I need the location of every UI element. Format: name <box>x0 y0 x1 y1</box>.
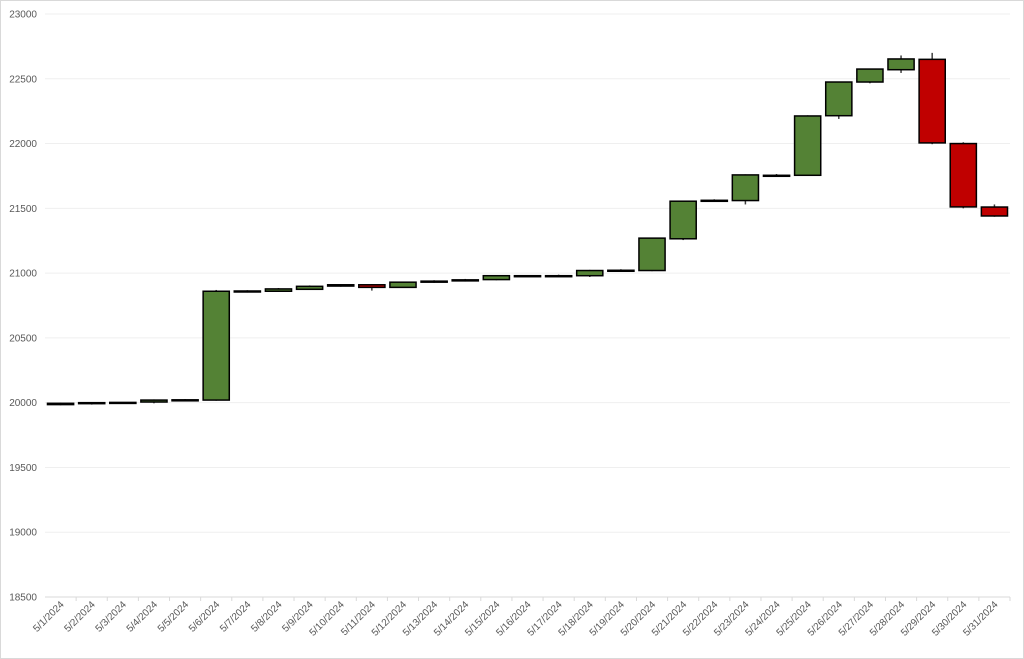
candle-body <box>949 142 978 208</box>
candle-body <box>358 284 386 289</box>
candle-body <box>264 288 293 292</box>
candle-body <box>482 274 511 281</box>
candle-body <box>980 206 1009 217</box>
candle-body <box>420 280 448 283</box>
candle-body <box>824 81 853 117</box>
candle-body <box>607 269 635 273</box>
candle-body <box>762 174 791 178</box>
candle-body <box>295 285 324 291</box>
candle-body <box>233 290 262 293</box>
candle-body <box>918 58 947 144</box>
y-tick-label: 21000 <box>9 269 37 280</box>
candle-body <box>669 200 697 240</box>
candle-body <box>731 174 760 202</box>
y-tick-label: 19500 <box>9 463 37 474</box>
candle-body <box>887 58 915 71</box>
candle-body <box>700 199 729 203</box>
candle-body <box>575 269 604 277</box>
candle-body <box>140 399 168 403</box>
candle-body <box>326 284 355 287</box>
candle-body <box>202 290 231 401</box>
candle-body <box>513 274 542 278</box>
candle-body <box>389 281 417 289</box>
candle-body <box>451 279 480 282</box>
candle-body <box>77 401 106 405</box>
candle-body <box>108 401 137 405</box>
y-tick-label: 20500 <box>9 333 37 344</box>
candle-body <box>544 274 573 278</box>
y-tick-label: 19000 <box>9 528 37 539</box>
candle-body <box>171 399 199 402</box>
y-tick-label: 21500 <box>9 204 37 215</box>
candle-body <box>793 115 822 177</box>
y-tick-label: 22500 <box>9 74 37 85</box>
y-tick-label: 23000 <box>9 10 37 21</box>
candle-body <box>638 237 666 272</box>
candle-body <box>856 68 884 83</box>
candle-body <box>46 402 75 406</box>
y-tick-label: 18500 <box>9 593 37 604</box>
y-tick-label: 22000 <box>9 139 37 150</box>
y-tick-label: 20000 <box>9 398 37 409</box>
